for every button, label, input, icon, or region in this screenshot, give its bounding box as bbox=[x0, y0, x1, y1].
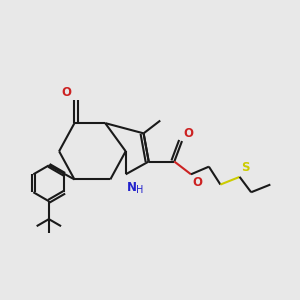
Text: O: O bbox=[192, 176, 202, 189]
Text: H: H bbox=[136, 185, 144, 195]
Text: O: O bbox=[183, 127, 193, 140]
Text: S: S bbox=[241, 161, 249, 174]
Text: O: O bbox=[61, 86, 71, 99]
Text: N: N bbox=[127, 181, 137, 194]
